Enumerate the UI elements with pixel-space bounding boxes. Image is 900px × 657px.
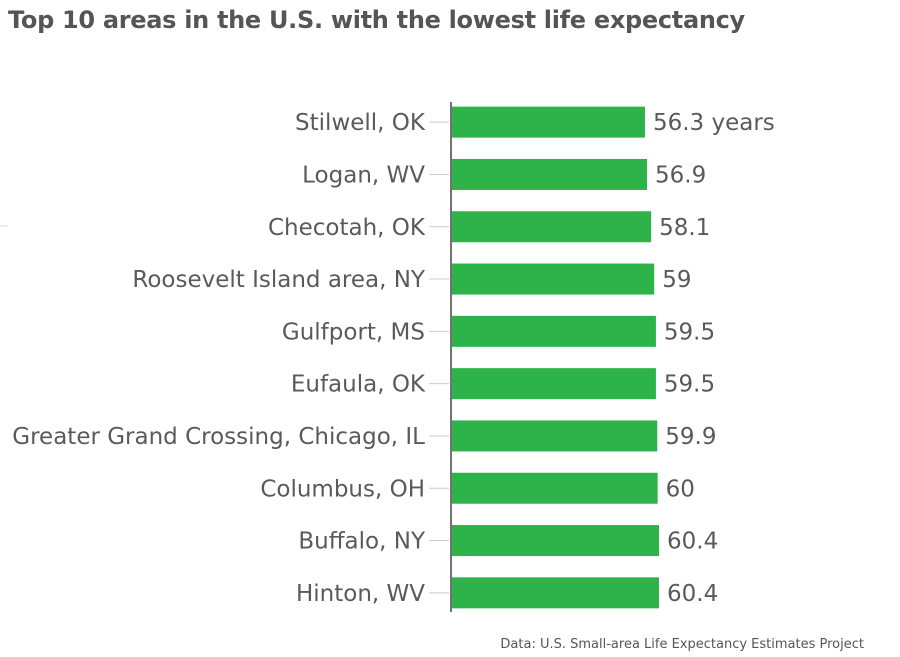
category-label: Greater Grand Crossing, Chicago, IL bbox=[12, 424, 425, 450]
data-label: 60 bbox=[666, 476, 695, 502]
category-label: Hinton, WV bbox=[296, 581, 425, 607]
bar bbox=[452, 420, 658, 452]
category-label: Gulfport, MS bbox=[282, 319, 425, 345]
data-label: 58.1 bbox=[659, 215, 710, 241]
bar bbox=[452, 577, 659, 609]
category-label: Buffalo, NY bbox=[298, 529, 426, 555]
bar bbox=[452, 315, 656, 347]
source-note: Data: U.S. Small-area Life Expectancy Es… bbox=[500, 637, 864, 652]
bar bbox=[452, 368, 656, 400]
category-label: Eufaula, OK bbox=[291, 372, 426, 398]
data-label: 56.3 years bbox=[653, 110, 775, 136]
data-label: 59.9 bbox=[665, 424, 716, 450]
bar bbox=[452, 525, 659, 557]
category-label: Logan, WV bbox=[302, 162, 425, 188]
data-label: 59.5 bbox=[664, 372, 715, 398]
data-label: 59.5 bbox=[664, 319, 715, 345]
bar bbox=[452, 263, 655, 295]
category-label: Stilwell, OK bbox=[295, 110, 426, 136]
bar bbox=[452, 158, 648, 190]
chart-title: Top 10 areas in the U.S. with the lowest… bbox=[8, 6, 745, 34]
data-label: 56.9 bbox=[655, 162, 706, 188]
data-label: 60.4 bbox=[667, 529, 718, 555]
data-label: 60.4 bbox=[667, 581, 718, 607]
category-label: Roosevelt Island area, NY bbox=[132, 267, 426, 293]
bar bbox=[452, 472, 658, 504]
category-label: Columbus, OH bbox=[260, 476, 425, 502]
bar bbox=[452, 106, 645, 138]
category-label: Checotah, OK bbox=[268, 215, 426, 241]
bar bbox=[452, 211, 652, 243]
data-label: 59 bbox=[662, 267, 691, 293]
